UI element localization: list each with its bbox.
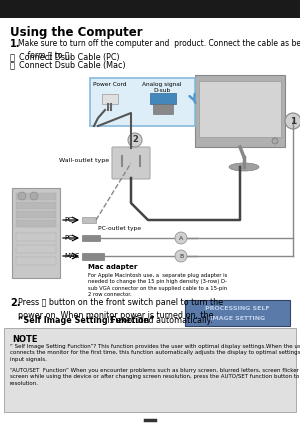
Circle shape xyxy=(30,192,38,200)
Text: B: B xyxy=(179,253,183,258)
Text: For Apple Macintosh use, a  separate plug adapter is
needed to change the 15 pin: For Apple Macintosh use, a separate plug… xyxy=(88,273,227,297)
Text: Press ⏻ button on the front switch panel to turn the
power on. When monitor powe: Press ⏻ button on the front switch panel… xyxy=(18,298,223,320)
Text: Ⓐ: Ⓐ xyxy=(10,53,15,62)
Text: Using the Computer: Using the Computer xyxy=(10,26,142,39)
Text: Connect Dsub Cable (PC): Connect Dsub Cable (PC) xyxy=(19,53,120,62)
Circle shape xyxy=(18,192,26,200)
Text: Connecting the Display: Connecting the Display xyxy=(7,4,143,14)
FancyBboxPatch shape xyxy=(16,202,56,209)
FancyBboxPatch shape xyxy=(102,94,118,104)
Text: MAC: MAC xyxy=(64,253,80,259)
Text: PC-outlet type: PC-outlet type xyxy=(98,226,141,231)
Text: Ⓑ: Ⓑ xyxy=(10,61,15,70)
FancyBboxPatch shape xyxy=(16,220,56,227)
FancyBboxPatch shape xyxy=(82,235,100,241)
FancyBboxPatch shape xyxy=(16,245,56,253)
FancyBboxPatch shape xyxy=(16,233,56,241)
FancyBboxPatch shape xyxy=(199,81,281,137)
Circle shape xyxy=(175,232,187,244)
Text: 1.: 1. xyxy=(10,39,20,49)
FancyBboxPatch shape xyxy=(195,75,285,147)
FancyBboxPatch shape xyxy=(150,93,176,104)
Ellipse shape xyxy=(229,163,259,171)
Text: NOTE: NOTE xyxy=(12,335,38,344)
Text: “AUTO/SET  Function” When you encounter problems such as blurry screen, blurred : “AUTO/SET Function” When you encounter p… xyxy=(10,368,300,386)
Text: IMAGE SETTING: IMAGE SETTING xyxy=(210,317,265,321)
Text: is executed automatically.: is executed automatically. xyxy=(105,316,213,325)
Text: Mac adapter: Mac adapter xyxy=(88,264,137,270)
Text: Analog signal
D-sub: Analog signal D-sub xyxy=(142,82,182,93)
Circle shape xyxy=(272,138,278,144)
FancyBboxPatch shape xyxy=(185,300,290,326)
Circle shape xyxy=(128,133,142,147)
Text: Make sure to turn off the computer and  product. Connect the cable as below sket: Make sure to turn off the computer and p… xyxy=(18,39,300,60)
Text: 1: 1 xyxy=(290,116,296,125)
Text: Connect Dsub Cable (Mac): Connect Dsub Cable (Mac) xyxy=(19,61,126,70)
FancyBboxPatch shape xyxy=(12,188,60,278)
FancyBboxPatch shape xyxy=(16,193,56,200)
Text: Wall-outlet type: Wall-outlet type xyxy=(59,158,109,163)
Text: PROCESSING SELF: PROCESSING SELF xyxy=(205,306,270,312)
Text: “ Self Image Setting Function”? This function provides the user with optimal dis: “ Self Image Setting Function”? This fun… xyxy=(10,344,300,362)
FancyBboxPatch shape xyxy=(112,147,150,179)
Bar xyxy=(0,0,300,18)
Circle shape xyxy=(285,113,300,129)
FancyBboxPatch shape xyxy=(90,78,195,126)
Text: 2.: 2. xyxy=(10,298,20,308)
Circle shape xyxy=(175,250,187,262)
FancyBboxPatch shape xyxy=(153,104,173,114)
FancyBboxPatch shape xyxy=(16,211,56,218)
Text: 2: 2 xyxy=(132,136,138,144)
Text: “Self Image Setting Function”: “Self Image Setting Function” xyxy=(18,316,155,325)
FancyBboxPatch shape xyxy=(16,257,56,265)
Text: PC: PC xyxy=(64,235,73,241)
FancyBboxPatch shape xyxy=(82,253,104,260)
FancyBboxPatch shape xyxy=(82,217,96,223)
FancyBboxPatch shape xyxy=(4,328,296,412)
Text: Power Cord: Power Cord xyxy=(93,82,127,87)
Text: A: A xyxy=(179,235,183,241)
Text: PC: PC xyxy=(64,217,73,223)
